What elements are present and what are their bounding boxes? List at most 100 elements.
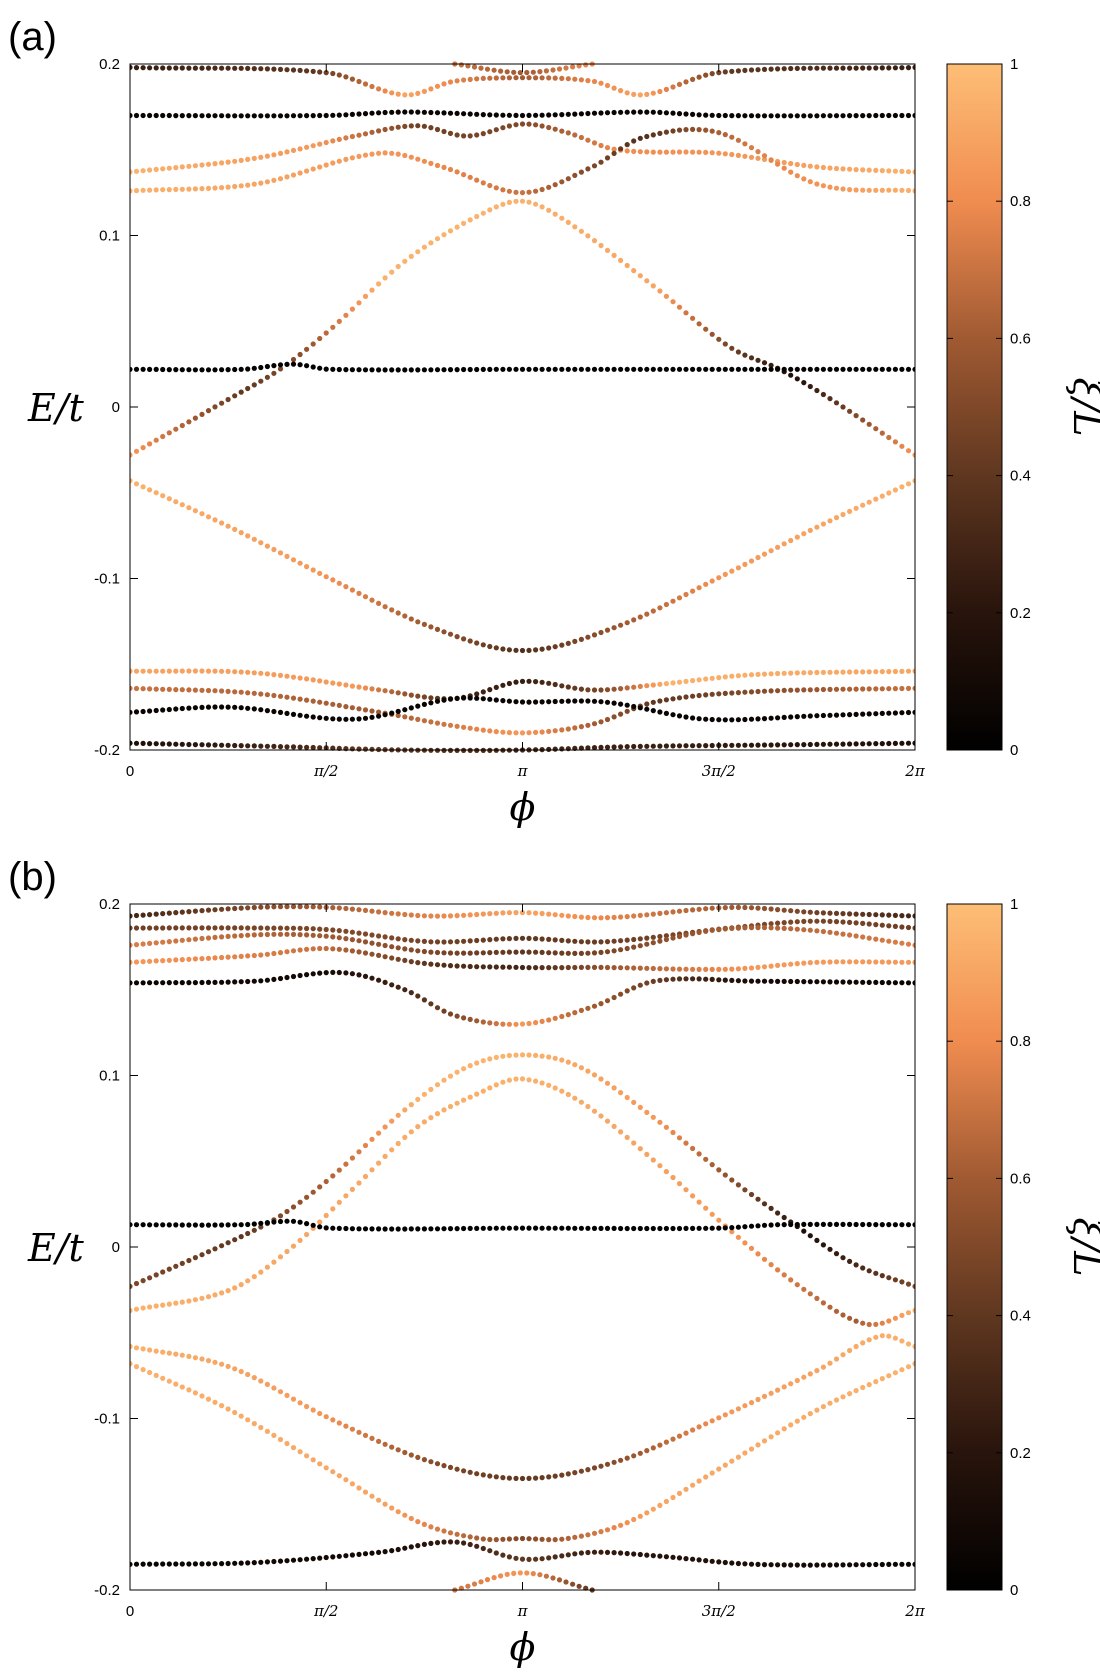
data-point (781, 907, 787, 913)
data-point (565, 1059, 571, 1065)
data-point (879, 1376, 885, 1382)
data-point (755, 978, 761, 984)
data-point (833, 366, 840, 372)
data-point (735, 925, 742, 931)
data-point (735, 152, 742, 158)
data-point (735, 690, 742, 696)
data-point (408, 253, 414, 259)
data-point (245, 1230, 251, 1237)
data-point (598, 159, 604, 165)
data-point (519, 935, 526, 941)
data-point (604, 110, 611, 116)
data-point (140, 740, 146, 747)
data-point (565, 130, 571, 136)
data-point (833, 669, 840, 675)
data-point (565, 1091, 571, 1098)
data-point (166, 1350, 172, 1356)
data-point (801, 1221, 807, 1227)
data-point (539, 646, 545, 652)
data-point (775, 1267, 781, 1273)
data-point (546, 1017, 552, 1023)
data-point (742, 978, 748, 984)
data-point (879, 187, 885, 193)
data-point (447, 1539, 454, 1545)
data-point (192, 65, 198, 71)
data-point (447, 1226, 454, 1232)
data-point (140, 112, 146, 119)
data-point (376, 600, 382, 607)
data-point (310, 946, 316, 952)
data-point (761, 1438, 768, 1444)
data-point (277, 709, 284, 716)
data-point (526, 730, 532, 736)
data-point (205, 907, 212, 913)
data-point (480, 1088, 486, 1094)
data-point (147, 112, 153, 119)
data-point (709, 366, 715, 372)
data-point (722, 151, 728, 157)
data-point (454, 110, 460, 116)
data-point (487, 687, 493, 693)
data-point (742, 689, 748, 695)
colorbar (946, 63, 1003, 751)
data-point (742, 716, 748, 723)
data-point (814, 910, 820, 916)
data-point (866, 187, 872, 193)
data-point (670, 366, 676, 372)
data-point (644, 1448, 650, 1454)
data-point (624, 1550, 630, 1557)
data-point (147, 167, 153, 173)
data-point (886, 490, 892, 496)
data-point (454, 1100, 460, 1106)
data-point (729, 134, 735, 140)
data-point (781, 1214, 787, 1221)
data-point (801, 909, 807, 915)
data-point (533, 1536, 539, 1542)
data-point (245, 905, 251, 911)
data-point (618, 701, 624, 707)
data-point (552, 366, 558, 372)
data-point (905, 169, 912, 175)
data-point (232, 1285, 238, 1291)
data-point (330, 745, 336, 751)
data-point (788, 742, 794, 748)
data-point (519, 647, 526, 654)
data-point (415, 912, 421, 919)
data-point (205, 113, 212, 119)
data-point (349, 948, 355, 954)
data-point (899, 1561, 905, 1567)
data-point (761, 671, 768, 677)
data-point (317, 365, 323, 371)
data-point (585, 110, 591, 117)
data-point (814, 1368, 820, 1374)
data-point (618, 109, 624, 115)
data-point (533, 1052, 539, 1058)
data-point (461, 77, 467, 83)
data-point (376, 1438, 382, 1444)
data-point (447, 228, 454, 234)
data-point (245, 156, 251, 162)
data-point (768, 1434, 774, 1440)
data-point (304, 946, 310, 952)
data-point (847, 911, 853, 917)
data-point (130, 169, 133, 175)
data-point (428, 86, 434, 92)
data-point (550, 67, 556, 73)
colorbar-tick-label: 0.2 (1010, 1445, 1031, 1462)
data-point (192, 1297, 198, 1303)
data-point (343, 312, 349, 318)
data-point (905, 112, 912, 119)
data-point (788, 1221, 794, 1228)
data-point (290, 1557, 297, 1563)
data-point (703, 72, 709, 78)
data-point (362, 685, 369, 691)
data-point (827, 669, 833, 675)
data-point (775, 978, 781, 984)
data-point (788, 366, 794, 372)
data-point (519, 1556, 526, 1562)
data-point (866, 921, 872, 927)
data-point (886, 1333, 892, 1339)
colorbar-tick-label: 0.6 (1010, 330, 1031, 347)
data-point (271, 925, 277, 931)
data-point (245, 1560, 251, 1566)
